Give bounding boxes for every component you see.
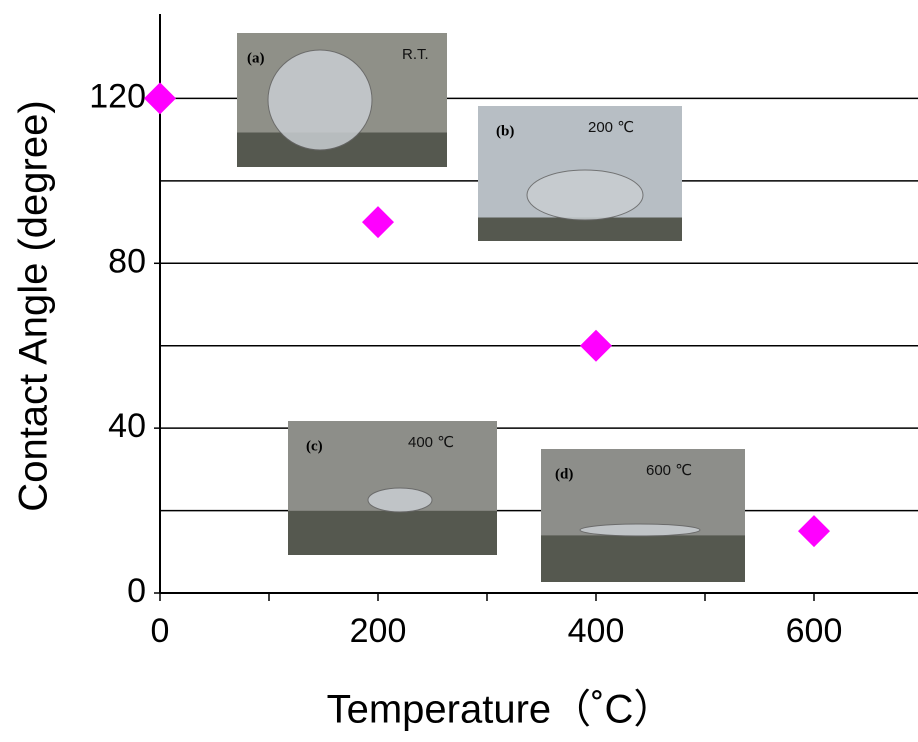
inset-label: (a)	[247, 50, 265, 66]
x-tick-label: 0	[151, 612, 170, 650]
inset-text: 600 ℃	[646, 462, 692, 479]
x-tick-label: 400	[568, 612, 625, 650]
point	[362, 206, 394, 238]
chart: Temperature（˚C） Contact Angle (degree) 0…	[0, 0, 918, 742]
substrate	[541, 535, 745, 582]
x-axis-title: Temperature（˚C）	[327, 688, 674, 732]
inset-text: 200 ℃	[588, 119, 634, 136]
droplet	[368, 488, 432, 512]
point	[580, 330, 612, 362]
inset-photo: (c) 400 ℃	[288, 421, 497, 555]
inset-label: (b)	[496, 123, 514, 139]
y-tick-label: 0	[127, 572, 146, 610]
y-tick-label: 80	[108, 242, 146, 280]
point	[798, 515, 830, 547]
substrate	[288, 511, 497, 555]
inset-photo: (a) R.T.	[237, 33, 447, 167]
inset-text: R.T.	[402, 46, 429, 63]
y-tick-label: 40	[108, 407, 146, 445]
x-tick-label: 600	[786, 612, 843, 650]
droplet	[527, 170, 643, 220]
inset-text: 400 ℃	[408, 434, 454, 451]
inset-label: (c)	[306, 438, 323, 454]
droplet	[580, 524, 700, 536]
y-tick-label: 120	[89, 77, 146, 115]
point	[144, 82, 176, 114]
y-axis-title: Contact Angle (degree)	[12, 100, 56, 511]
substrate	[478, 218, 682, 242]
droplet	[268, 50, 372, 150]
x-tick-label: 200	[350, 612, 407, 650]
inset-photo: (b) 200 ℃	[478, 106, 682, 241]
inset-photo: (d) 600 ℃	[541, 449, 745, 582]
inset-label: (d)	[555, 466, 573, 482]
